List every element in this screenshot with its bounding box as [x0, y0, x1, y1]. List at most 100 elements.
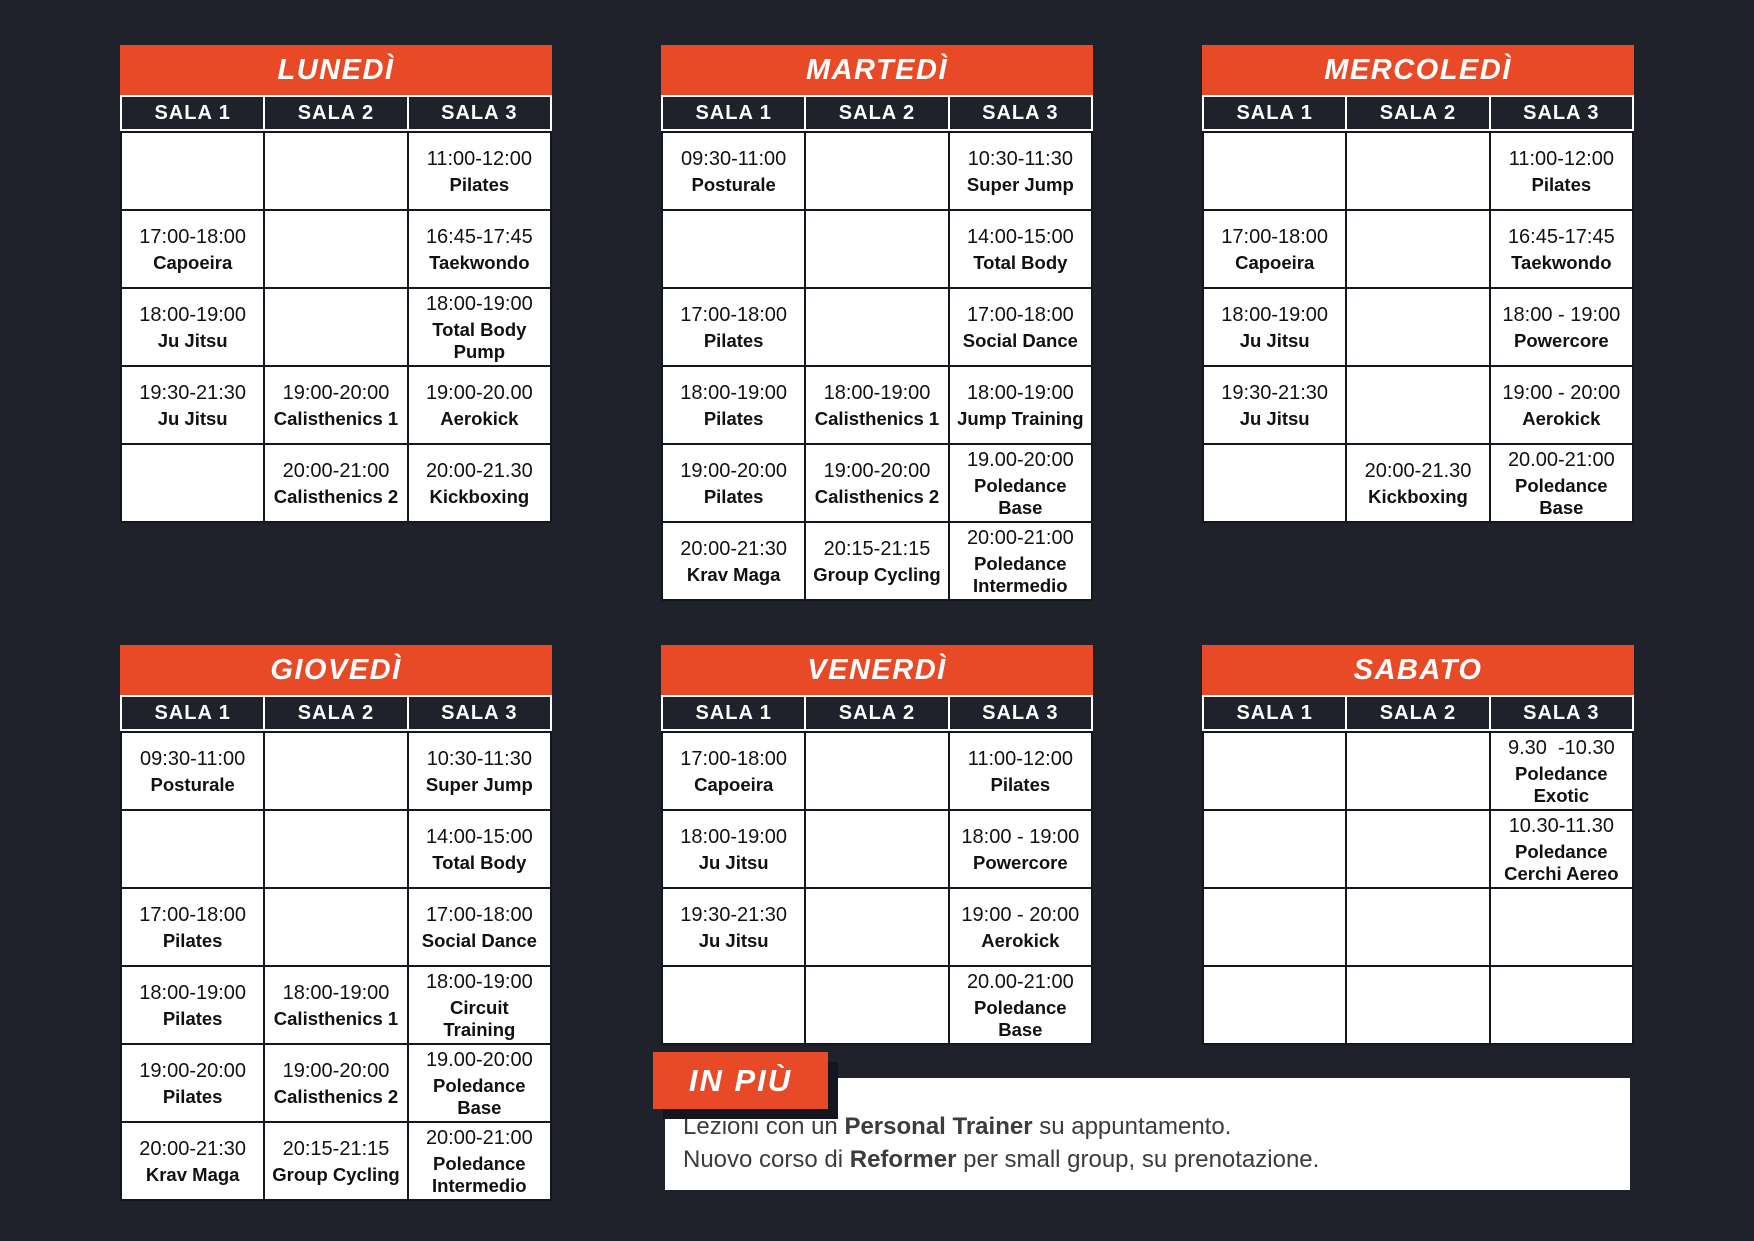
- class-name: Pilates: [703, 407, 764, 429]
- class-name: Calisthenics 2: [814, 485, 940, 507]
- day-table-lunedi: LUNEDÌ SALA 1 SALA 2 SALA 3 11:00-12:00 Pilat…: [119, 45, 553, 523]
- room-header: SALA 3: [949, 97, 1091, 129]
- class-name: Total Body: [973, 251, 1068, 273]
- schedule-cell: 20:00-21:00 Poledance Intermedio: [406, 1121, 553, 1201]
- schedule-cell: 20.00-21:00 Poledance Base: [947, 965, 1094, 1045]
- room-header-row: SALA 1 SALA 2 SALA 3: [120, 695, 552, 731]
- table-row: 09:30-11:00 Posturale 10:30-11:30 Super Jum…: [660, 131, 1094, 211]
- schedule-cell-empty: [1201, 131, 1348, 211]
- schedule-cell-empty: [1345, 287, 1491, 367]
- class-time: 17:00-18:00: [1221, 225, 1329, 248]
- room-header: SALA 1: [1204, 697, 1346, 729]
- class-name: Total Body Pump: [432, 319, 527, 362]
- schedule-cell-empty: [1345, 131, 1491, 211]
- table-row: 20.00-21:00 Poledance Base: [660, 965, 1094, 1045]
- table-row: 20:00-21:30 Krav Maga 20:15-21:15 Group Cyc…: [660, 521, 1094, 601]
- class-name: Kickboxing: [1368, 485, 1468, 507]
- table-row: 18:00-19:00 Pilates 18:00-19:00 Calisthenic…: [119, 965, 553, 1045]
- schedule-cell: 20:00-21.30 Kickboxing: [406, 443, 553, 523]
- class-name: Ju Jitsu: [698, 851, 769, 873]
- schedule-cell: 17:00-18:00 Pilates: [119, 887, 266, 967]
- room-header: SALA 2: [1347, 97, 1489, 129]
- class-name: Ju Jitsu: [1239, 407, 1310, 429]
- class-time: 19:00-20.00: [425, 381, 533, 404]
- schedule-cell: 10:30-11:30 Super Jump: [406, 731, 553, 811]
- class-name: Krav Maga: [145, 1163, 240, 1185]
- schedule-cell: 20:00-21:00 Calisthenics 2: [263, 443, 409, 523]
- class-time: 18:00-19:00: [139, 981, 247, 1004]
- schedule-cell: 20.00-21:00 Poledance Base: [1488, 443, 1635, 523]
- class-time: 17:00-18:00: [139, 903, 247, 926]
- class-name: Powercore: [1514, 329, 1609, 351]
- class-time: 19:00-20:00: [282, 1059, 390, 1082]
- class-name: Pilates: [449, 173, 510, 195]
- table-row: 17:00-18:00 Pilates 17:00-18:00 Social Danc…: [660, 287, 1094, 367]
- class-time: 19:00-20:00: [680, 459, 788, 482]
- class-time: 20.00-21:00: [1507, 449, 1615, 472]
- day-header-venerdi: VENERDÌ: [661, 645, 1093, 695]
- class-time: 18:00-19:00: [139, 303, 247, 326]
- schedule-cell-empty: [263, 131, 409, 211]
- schedule-cell: 10:30-11:30 Super Jump: [947, 131, 1094, 211]
- class-time: 19:00-20:00: [282, 381, 390, 404]
- table-row: 17:00-18:00 Pilates 17:00-18:00 Social Danc…: [119, 887, 553, 967]
- day-schedule-table: 11:00-12:00 Pilates 17:00-18:00 Capoeira 16:…: [119, 131, 553, 523]
- table-row: 14:00-15:00 Total Body: [660, 209, 1094, 289]
- schedule-cell-empty: [1201, 809, 1348, 889]
- day-header-giovedi: GIOVEDÌ: [120, 645, 552, 695]
- class-name: Pilates: [1531, 173, 1592, 195]
- table-row: 18:00-19:00 Pilates 18:00-19:00 Calisthenic…: [660, 365, 1094, 445]
- schedule-cell: 18:00-19:00 Ju Jitsu: [660, 809, 807, 889]
- table-row: 18:00-19:00 Ju Jitsu 18:00 - 19:00 Powercor…: [1201, 287, 1635, 367]
- schedule-cell: 19:00 - 20:00 Aerokick: [947, 887, 1094, 967]
- class-time: 19:30-21:30: [139, 381, 247, 404]
- note-text: per small group, su prenotazione.: [956, 1146, 1320, 1174]
- day-schedule-table: 17:00-18:00 Capoeira 11:00-12:00 Pilates 18:…: [660, 731, 1094, 1045]
- schedule-cell: 18:00 - 19:00 Powercore: [947, 809, 1094, 889]
- class-time: 18:00-19:00: [680, 381, 788, 404]
- schedule-cell-empty: [263, 809, 409, 889]
- schedule-cell: 18:00-19:00 Calisthenics 1: [263, 965, 409, 1045]
- extra-notes: Lezioni con un Personal Trainer su appun…: [665, 1078, 1630, 1176]
- schedule-cell-empty: [804, 965, 950, 1045]
- class-name: Poledance Cerchi Aereo: [1504, 841, 1619, 884]
- room-header-row: SALA 1 SALA 2 SALA 3: [120, 95, 552, 131]
- schedule-cell: 18:00-19:00 Pilates: [660, 365, 807, 445]
- table-row: 19:30-21:30 Ju Jitsu 19:00 - 20:00 Aerokick: [1201, 365, 1635, 445]
- schedule-cell: 18:00-19:00 Pilates: [119, 965, 266, 1045]
- schedule-cell: 16:45-17:45 Taekwondo: [1488, 209, 1635, 289]
- schedule-cell: 9.30 -10.30 Poledance Exotic: [1488, 731, 1635, 811]
- class-name: Jump Training: [957, 407, 1084, 429]
- note-bold-text: Personal Trainer: [844, 1113, 1033, 1140]
- class-time: 17:00-18:00: [966, 303, 1074, 326]
- table-row: 18:00-19:00 Ju Jitsu 18:00-19:00 Total Body…: [119, 287, 553, 367]
- class-time: 11:00-12:00: [426, 147, 532, 170]
- class-time: 19:30-21:30: [1221, 381, 1329, 404]
- class-name: Calisthenics 2: [273, 1085, 399, 1107]
- schedule-cell: 20:00-21:30 Krav Maga: [119, 1121, 266, 1201]
- class-name: Ju Jitsu: [157, 407, 228, 429]
- class-name: Pilates: [703, 485, 764, 507]
- room-header: SALA 2: [265, 697, 407, 729]
- schedule-cell: 20:15-21:15 Group Cycling: [263, 1121, 409, 1201]
- class-time: 17:00-18:00: [680, 303, 788, 326]
- room-header: SALA 2: [806, 97, 948, 129]
- class-name: Pilates: [703, 329, 764, 351]
- room-header-row: SALA 1 SALA 2 SALA 3: [1202, 95, 1634, 131]
- schedule-cell-empty: [263, 287, 409, 367]
- room-header-row: SALA 1 SALA 2 SALA 3: [1202, 695, 1634, 731]
- class-name: Aerokick: [981, 929, 1060, 951]
- schedule-cell: 18:00-19:00 Total Body Pump: [406, 287, 553, 367]
- room-header: SALA 1: [663, 697, 805, 729]
- class-time: 9.30 -10.30: [1507, 737, 1615, 760]
- day-schedule-table: 9.30 -10.30 Poledance Exotic 10.30-11.30 Po…: [1201, 731, 1635, 1045]
- table-row: 11:00-12:00 Pilates: [1201, 131, 1635, 211]
- class-time: 14:00-15:00: [966, 225, 1074, 248]
- class-time: 18:00-19:00: [425, 293, 533, 316]
- class-name: Pilates: [990, 773, 1051, 795]
- schedule-grid: LUNEDÌ SALA 1 SALA 2 SALA 3 11:00-12:00 Pilat…: [119, 45, 1635, 1201]
- class-name: Capoeira: [153, 251, 233, 273]
- schedule-cell-empty: [119, 809, 266, 889]
- schedule-cell-empty: [1201, 887, 1348, 967]
- class-time: 09:30-11:00: [140, 747, 246, 770]
